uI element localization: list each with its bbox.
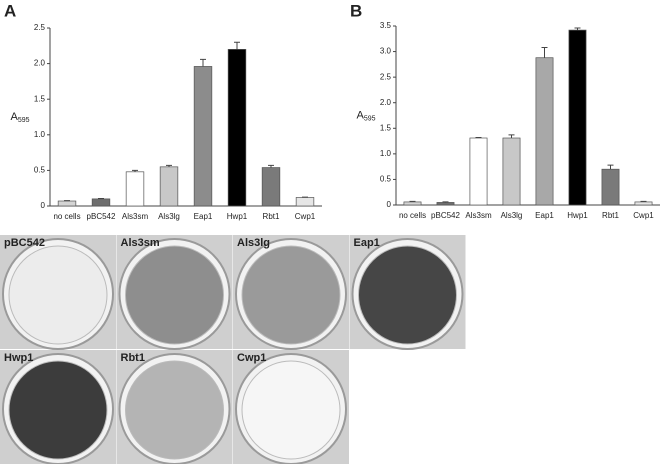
y-tick-label: 3.0 [380, 47, 392, 56]
x-tick-label: Rbt1 [602, 211, 619, 220]
well-label: Als3sm [121, 237, 160, 249]
y-label-main: A [10, 111, 18, 123]
x-tick-label: no cells [53, 212, 80, 221]
error-bar [442, 201, 449, 203]
y-tick-label: 3.5 [380, 21, 392, 30]
y-label-sub: 595 [364, 115, 376, 122]
well: Als3lg [233, 235, 349, 350]
x-tick-label: Rbt1 [263, 212, 280, 221]
well-label: Hwp1 [4, 352, 33, 364]
x-tick-label: Cwp1 [633, 211, 654, 220]
y-tick-label: 0.5 [380, 175, 392, 184]
error-bar [132, 169, 138, 172]
well: Eap1 [349, 235, 466, 350]
y-tick-label: 2.5 [380, 72, 392, 81]
bar [403, 201, 422, 206]
x-tick-label: Hwp1 [227, 212, 248, 221]
bar [57, 200, 77, 207]
bar [469, 137, 488, 206]
y-tick-label: 1.0 [380, 149, 392, 158]
y-tick-label: 0.5 [34, 166, 46, 175]
x-tick-label: pBC542 [431, 211, 460, 220]
x-tick-label: Hwp1 [567, 211, 588, 220]
bar [568, 29, 587, 206]
error-bar [268, 164, 274, 168]
well-content [241, 360, 341, 460]
error-bar [607, 164, 614, 170]
error-bar [234, 41, 240, 50]
bar [634, 201, 653, 206]
well-content [125, 245, 224, 345]
y-label-main: A [356, 109, 364, 121]
x-tick-label: Eap1 [535, 211, 554, 220]
bar [91, 198, 111, 207]
y-tick-label: 0 [41, 201, 46, 210]
bar [227, 49, 247, 207]
x-tick-label: Als3lg [501, 211, 523, 220]
bar [193, 66, 213, 207]
well: Als3sm [116, 235, 233, 350]
error-bar [541, 46, 548, 58]
bar [295, 197, 315, 207]
bar [261, 167, 281, 207]
y-tick-label: 0 [387, 200, 392, 209]
well: Rbt1 [116, 350, 233, 464]
bar [535, 57, 554, 206]
well-content [125, 360, 224, 460]
well-content [241, 245, 341, 345]
well-content [358, 245, 457, 345]
x-tick-label: Als3sm [465, 211, 492, 220]
well-label: Als3lg [237, 237, 270, 249]
y-tick-label: 1.5 [34, 94, 46, 103]
x-tick-label: Eap1 [194, 212, 213, 221]
y-tick-label: 2.0 [380, 98, 392, 107]
well-label: Rbt1 [121, 352, 145, 364]
well-label: pBC542 [4, 237, 45, 249]
y-tick-label: 2.5 [34, 23, 46, 32]
well: Hwp1 [0, 350, 116, 464]
well-content [8, 245, 108, 345]
bar [436, 202, 455, 206]
well-label: Cwp1 [237, 352, 266, 364]
panel-label: A [4, 1, 16, 20]
error-bar [508, 134, 515, 139]
error-bar [574, 27, 581, 31]
y-tick-label: 1.0 [34, 130, 46, 139]
y-tick-label: 2.0 [34, 59, 46, 68]
bar [159, 166, 179, 207]
well: pBC542 [0, 235, 116, 350]
x-tick-label: pBC542 [87, 212, 116, 221]
bar [125, 171, 145, 207]
bar [502, 137, 521, 206]
x-tick-label: Cwp1 [295, 212, 316, 221]
y-label-sub: 595 [18, 117, 30, 124]
bar [601, 168, 620, 206]
well-content [8, 360, 108, 460]
y-axis-label: A595 [10, 111, 29, 124]
y-axis-label: A595 [356, 109, 375, 122]
error-bar [166, 164, 172, 167]
error-bar [640, 200, 647, 202]
error-bar [475, 136, 482, 139]
x-tick-label: Als3lg [158, 212, 180, 221]
well: Cwp1 [233, 350, 349, 464]
well-label: Eap1 [354, 237, 380, 249]
error-bar [409, 200, 416, 202]
panel-label: B [350, 1, 362, 20]
x-tick-label: no cells [399, 211, 426, 220]
x-tick-label: Als3sm [122, 212, 149, 221]
error-bar [200, 58, 206, 67]
y-tick-label: 1.5 [380, 123, 392, 132]
